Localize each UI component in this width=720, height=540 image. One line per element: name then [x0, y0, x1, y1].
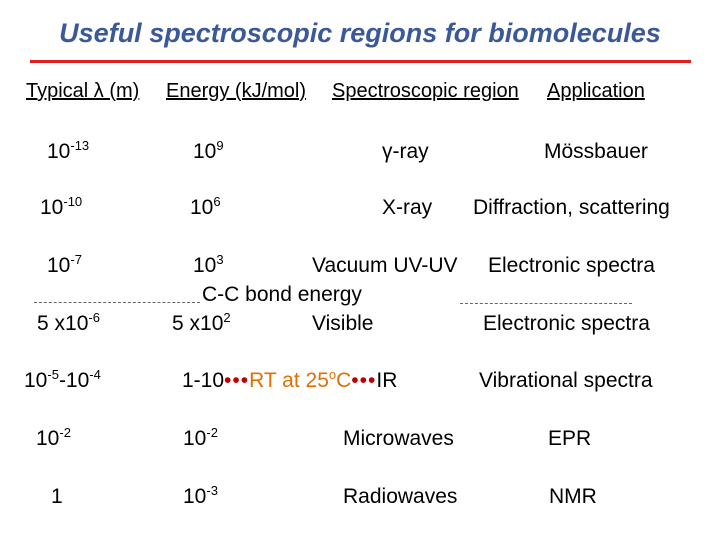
row-region: γ-ray: [382, 140, 429, 163]
row-energy: 1-10: [182, 369, 225, 392]
title-underline-rule: [30, 60, 691, 63]
row-region: Vacuum UV-UV: [312, 254, 458, 277]
row-application: NMR: [549, 485, 597, 508]
row-wavelength: 10-13: [47, 138, 90, 163]
row-energy: 106: [190, 194, 221, 219]
row-energy: 103: [193, 252, 224, 277]
header-region: Spectroscopic region: [332, 80, 519, 102]
bond-energy-divider-left: [34, 302, 200, 303]
row-energy: 109: [193, 138, 224, 163]
row-application: Vibrational spectra: [479, 369, 653, 392]
row-application: Electronic spectra: [488, 254, 655, 277]
page-title: Useful spectroscopic regions for biomole…: [59, 18, 661, 48]
row-region: Microwaves: [343, 427, 454, 450]
row-wavelength: 10-7: [47, 252, 82, 277]
row-energy: 10-2: [183, 425, 218, 450]
row-wavelength: 5 x10-6: [37, 310, 100, 335]
dots-right: •••: [351, 369, 377, 392]
row-wavelength: 10-10: [40, 194, 83, 219]
row-region: Radiowaves: [343, 485, 458, 508]
row-wavelength: 1: [51, 485, 63, 508]
header-wavelength: Typical λ (m): [26, 80, 140, 102]
row-region: IR: [376, 369, 398, 392]
row-region: X-ray: [382, 196, 433, 219]
row-wavelength: 10-5-10-4: [24, 367, 101, 392]
row-wavelength: 10-2: [36, 425, 71, 450]
header-energy: Energy (kJ/mol): [166, 80, 307, 102]
row-energy: 10-3: [183, 483, 218, 508]
row-application: EPR: [548, 427, 592, 450]
bond-energy-annotation: C-C bond energy: [202, 283, 362, 306]
header-application: Application: [547, 80, 645, 102]
row-energy: 5 x102: [172, 310, 231, 335]
room-temperature-note: RT at 25oC: [249, 367, 352, 392]
row-application: Diffraction, scattering: [473, 196, 670, 219]
row-application: Electronic spectra: [483, 312, 650, 335]
row-region: Visible: [312, 312, 374, 335]
row-application: Mössbauer: [544, 140, 648, 163]
row-energy-ir-line: 1-10•••RT at 25oC•••IR: [182, 367, 398, 393]
bond-energy-divider-right: [460, 303, 632, 304]
dots-left: •••: [224, 369, 250, 392]
